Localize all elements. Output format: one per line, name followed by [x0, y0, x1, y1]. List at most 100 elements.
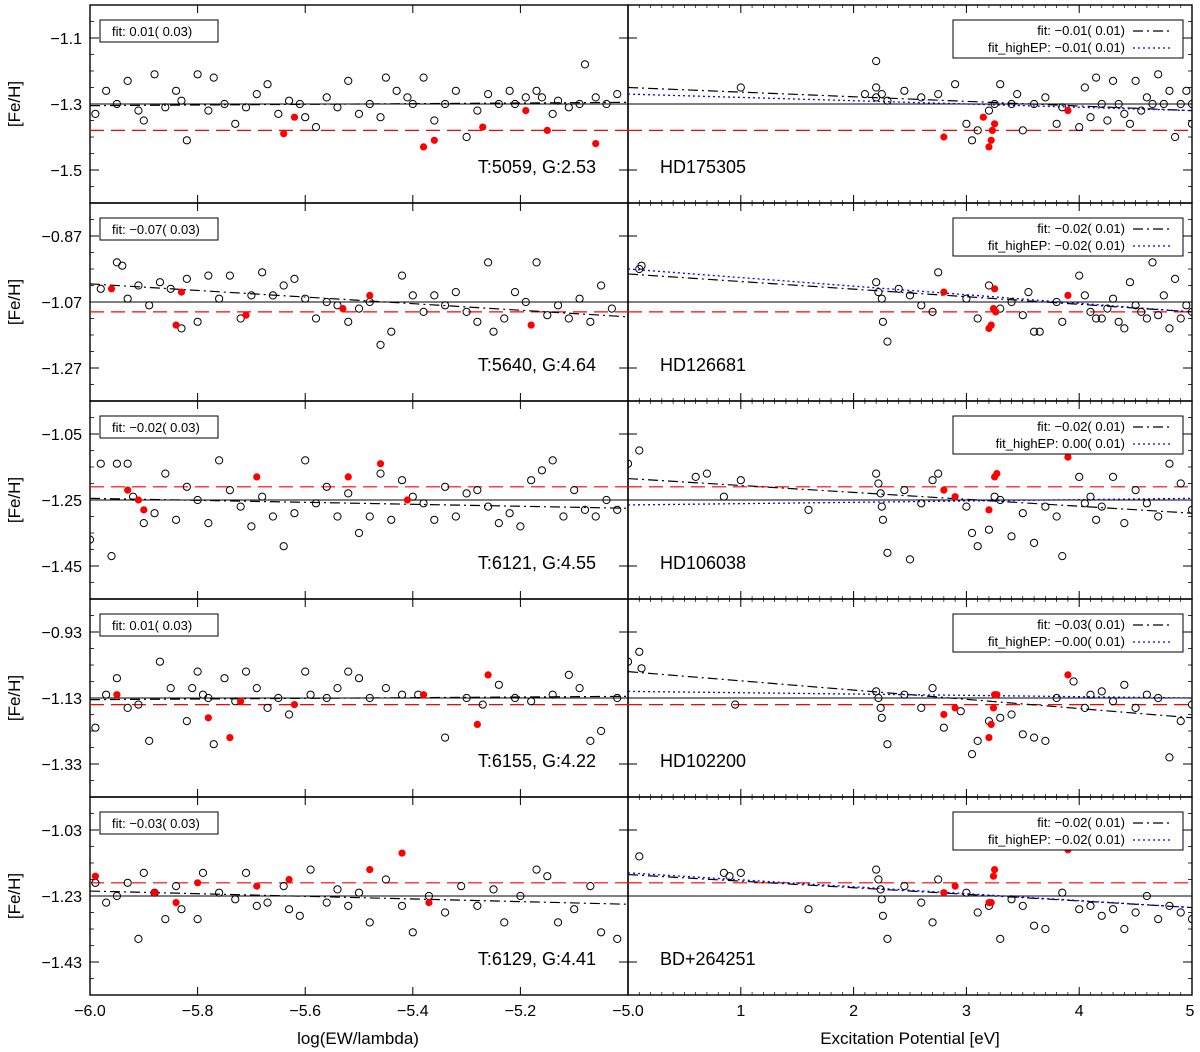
x-tick-label: −6.0 [74, 1003, 106, 1020]
data-point-open [1029, 538, 1039, 548]
data-point-open [225, 486, 234, 495]
data-point-open [575, 294, 584, 303]
data-point-open [637, 261, 646, 270]
fit-legend-text: fit: −0.02( 0.01) [1037, 221, 1125, 236]
data-point-open [872, 469, 881, 478]
data-point-open [295, 99, 304, 109]
data-point-open [1018, 311, 1027, 320]
x-tick-label: −5.4 [397, 1003, 429, 1020]
data-point-open [1137, 106, 1146, 115]
fit-legend-box [99, 415, 219, 439]
y-tick-label: −1.05 [42, 427, 83, 444]
fit-legend-text: fit: 0.01( 0.03) [112, 618, 192, 633]
right-plot-area [628, 846, 1192, 944]
data-point-open [996, 713, 1005, 722]
data-point-open [1142, 690, 1151, 699]
data-point-open [440, 99, 450, 109]
data-point-open [500, 918, 509, 927]
fit-legend-box [952, 217, 1184, 257]
data-point-open [473, 486, 482, 495]
data-point-open [397, 271, 407, 280]
data-point-open [258, 492, 267, 501]
data-point-filled [172, 321, 180, 329]
data-point-open [150, 70, 159, 79]
data-point-open [171, 882, 181, 891]
data-point-open [883, 96, 892, 105]
data-point-filled [940, 486, 948, 494]
y-tick-label: −1.13 [42, 691, 83, 708]
data-point-open [484, 258, 493, 267]
data-point-filled [344, 473, 352, 481]
data-point-open [1035, 327, 1044, 336]
data-point-open [900, 486, 909, 495]
data-point-open [263, 80, 272, 89]
data-point-open [301, 294, 310, 303]
data-point-open [628, 459, 633, 468]
data-point-open [883, 548, 892, 557]
data-point-open [516, 522, 525, 531]
data-point-open [719, 492, 728, 501]
data-point-open [177, 905, 186, 914]
params-label: T:6155, G:4.22 [478, 751, 596, 771]
panel-2: −0.87 −1.07 −1.27 [Fe/H] fit: −0.07( 0.03) fi… [5, 202, 1193, 402]
data-point-open [1114, 317, 1123, 326]
data-point-open [1176, 99, 1185, 109]
data-point-open [462, 307, 471, 316]
data-point-open [451, 86, 460, 95]
data-point-open [1092, 314, 1101, 323]
x-axis-label-right: Excitation Potential [eV] [820, 1029, 1000, 1048]
data-point-open [107, 552, 116, 561]
data-point-open [553, 96, 563, 105]
data-point-open [419, 499, 428, 508]
data-point-open [112, 99, 122, 109]
data-point-open [510, 288, 520, 297]
data-point-open [973, 314, 982, 323]
data-point-filled [951, 493, 959, 501]
data-point-open [702, 469, 712, 478]
data-point-open [1125, 119, 1135, 128]
data-point-open [284, 905, 294, 914]
fit-legend-box [99, 217, 219, 241]
data-point-open [1137, 307, 1146, 316]
data-point-open [440, 908, 450, 917]
data-point-open [1108, 905, 1118, 914]
data-point-open [1024, 288, 1033, 297]
data-point-open [962, 119, 971, 128]
data-point-open [505, 509, 514, 518]
data-point-open [1108, 697, 1118, 706]
data-point-open [1018, 509, 1027, 518]
data-point-open [1052, 297, 1061, 307]
data-point-filled [473, 720, 481, 729]
data-point-open [193, 495, 202, 505]
x-tick-label: 1 [736, 1003, 745, 1020]
fit-line [628, 477, 1192, 514]
data-point-open [301, 113, 310, 122]
data-point-open [1131, 76, 1140, 86]
data-point-open [489, 885, 498, 894]
data-point-open [381, 684, 390, 693]
data-point-open [193, 70, 202, 79]
data-point-open [252, 90, 261, 99]
data-point-open [484, 90, 493, 99]
highep-legend-text: fit_highEP: −0.02( 0.01) [988, 832, 1125, 847]
data-point-open [1052, 693, 1061, 703]
y-tick-label: −1.1 [50, 31, 82, 48]
params-label: T:6129, G:4.41 [478, 949, 596, 969]
data-point-open [209, 740, 218, 749]
data-point-filled [194, 879, 202, 887]
fit-legend-text: fit: −0.07( 0.03) [112, 222, 200, 237]
data-point-open [934, 90, 943, 99]
data-point-filled [366, 291, 374, 299]
data-point-open [123, 76, 132, 86]
data-point-open [123, 703, 132, 713]
data-point-open [1165, 753, 1174, 762]
data-point-open [473, 106, 482, 115]
data-point-open [532, 86, 541, 95]
data-point-open [1182, 86, 1191, 95]
data-point-open [333, 885, 342, 894]
data-point-open [365, 512, 374, 521]
data-point-open [1007, 710, 1016, 719]
data-point-open [322, 898, 331, 907]
data-point-open [876, 703, 885, 713]
data-point-open [102, 86, 111, 95]
